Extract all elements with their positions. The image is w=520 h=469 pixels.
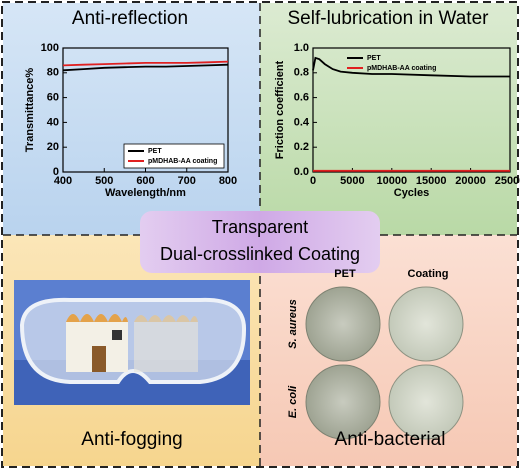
x-axis-label: Cycles <box>394 187 429 199</box>
x-tick-label: 0 <box>310 175 316 187</box>
center-text: Transparent <box>212 217 308 237</box>
x-tick-label: 600 <box>136 175 154 187</box>
x-tick-label: 700 <box>178 175 196 187</box>
x-tick-label: 5000 <box>340 175 364 187</box>
panel-bg <box>260 235 517 466</box>
center-box <box>140 211 380 273</box>
y-tick-label: 0 <box>53 166 59 178</box>
petri-dish <box>305 364 381 440</box>
series-line <box>62 63 229 72</box>
y-tick-label: 20 <box>47 141 59 153</box>
roof <box>66 314 128 322</box>
panel-bg <box>260 3 517 235</box>
chart-title: Self-lubrication in Water <box>288 8 490 29</box>
petri-dish <box>388 286 464 362</box>
y-tick-label: 100 <box>41 42 59 54</box>
legend-label: PET <box>148 148 162 155</box>
x-tick-label: 10000 <box>377 175 408 187</box>
legend-box <box>123 143 225 169</box>
door <box>92 346 106 372</box>
y-axis-label: Transmittance% <box>24 68 36 153</box>
y-tick-label: 0.6 <box>294 92 309 104</box>
y-tick-label: 0.4 <box>294 116 310 128</box>
x-tick-label: 20000 <box>455 175 486 187</box>
row-label: E. coli <box>287 385 299 418</box>
house <box>134 322 198 372</box>
x-tick-label: 400 <box>54 175 72 187</box>
x-tick-label: 15000 <box>416 175 447 187</box>
center-text: Dual-crosslinked Coating <box>160 244 360 264</box>
plot-area <box>312 47 511 173</box>
y-tick-label: 80 <box>47 67 59 79</box>
panel-title: Anti-fogging <box>81 429 182 450</box>
x-tick-label: 500 <box>95 175 113 187</box>
y-tick-label: 0.8 <box>294 67 309 79</box>
legend-label: pMDHAB-AA coating <box>148 158 217 165</box>
column-label: PET <box>334 268 356 280</box>
y-tick-label: 40 <box>47 116 59 128</box>
y-tick-label: 1.0 <box>294 42 309 54</box>
series-line <box>312 56 510 78</box>
x-tick-label: 800 <box>219 175 237 187</box>
chart-title: Anti-reflection <box>72 8 188 29</box>
window <box>112 330 122 340</box>
row-label: S. aureus <box>287 299 299 349</box>
y-tick-label: 0.2 <box>294 141 309 153</box>
series-line <box>62 60 229 67</box>
legend-label: pMDHAB-AA coating <box>367 65 436 72</box>
goggles-photo <box>14 280 250 405</box>
petri-dish <box>305 286 381 362</box>
y-tick-label: 60 <box>47 92 59 104</box>
panel-title: Anti-bacterial <box>335 429 446 450</box>
y-axis-label: Friction coefficient <box>274 60 286 159</box>
roof <box>134 315 198 322</box>
y-tick-label: 0.0 <box>294 166 309 178</box>
panel-bg <box>3 3 260 235</box>
goggles-frame <box>19 297 247 384</box>
x-axis-label: Wavelength/nm <box>105 187 186 199</box>
petri-dish <box>388 364 464 440</box>
legend-label: PET <box>367 55 381 62</box>
column-label: Coating <box>408 268 449 280</box>
